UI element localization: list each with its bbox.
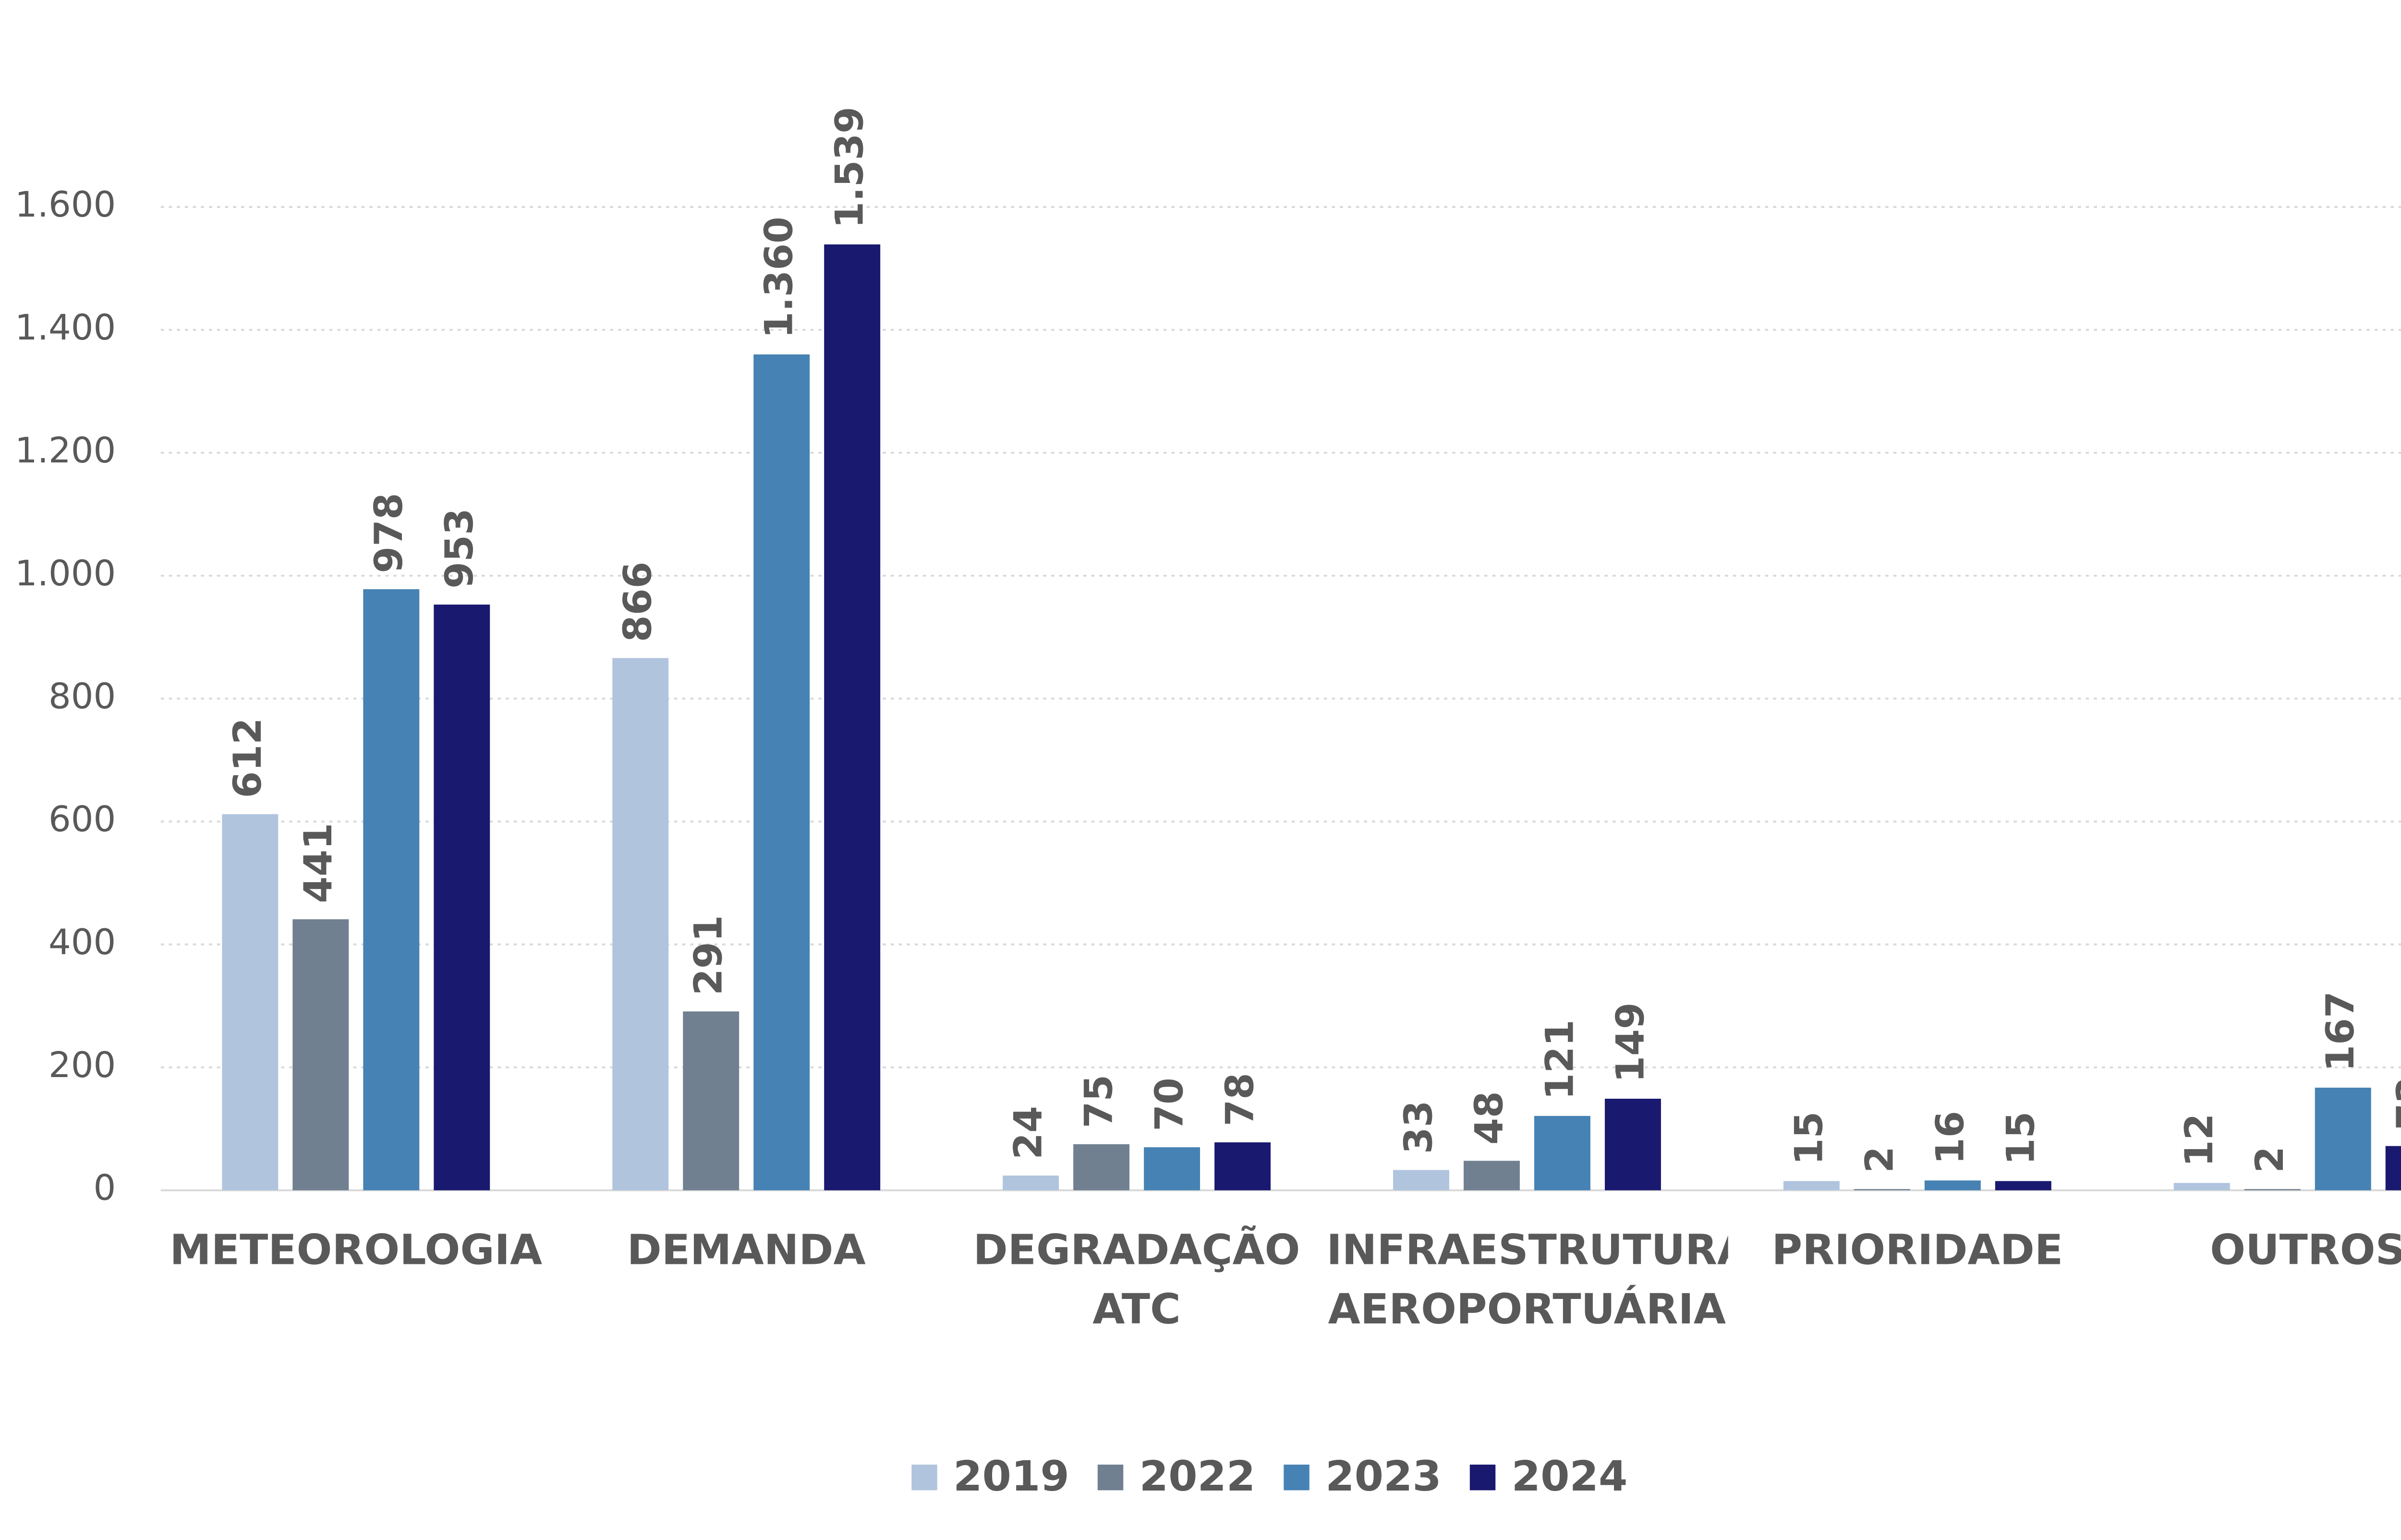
- x-tick-label: METEOROLOGIA: [170, 1227, 543, 1275]
- data-label: 149: [1608, 1002, 1652, 1082]
- y-tick-label: 1.600: [15, 184, 116, 225]
- bar: [1783, 1181, 1840, 1190]
- bar: [683, 1011, 740, 1190]
- y-tick-label: 600: [49, 799, 116, 840]
- bar: [1534, 1116, 1590, 1190]
- bar: [2315, 1088, 2371, 1190]
- legend-swatch: [1469, 1464, 1496, 1491]
- data-label: 72: [2389, 1077, 2401, 1130]
- legend-label: 2019: [953, 1452, 1069, 1501]
- data-label: 953: [437, 508, 482, 588]
- bar: [824, 244, 881, 1190]
- y-tick-label: 800: [49, 676, 116, 717]
- y-tick-label: 200: [49, 1045, 116, 1086]
- bar: [222, 814, 279, 1190]
- legend: 2019 2022 2023 2024: [911, 1452, 1627, 1501]
- data-label: 75: [1077, 1075, 1121, 1128]
- bar: [1464, 1161, 1520, 1190]
- legend-label: 2022: [1140, 1452, 1256, 1501]
- bar: [1073, 1144, 1130, 1190]
- x-tick-label: OUTROS: [2210, 1227, 2401, 1275]
- legend-label: 2023: [1325, 1452, 1442, 1501]
- data-label: 441: [296, 823, 340, 903]
- bar: [1924, 1180, 1981, 1190]
- data-label: 15: [1786, 1112, 1831, 1165]
- data-label: 12: [2177, 1113, 2221, 1167]
- x-tick-label-box: DEGRADAÇÃO ATC: [973, 1227, 1300, 1335]
- data-label: 2: [2247, 1146, 2292, 1173]
- x-tick-label: INFRAESTRUTURA AEROPORTUÁRIA: [1326, 1227, 1728, 1335]
- bar: [2173, 1183, 2230, 1190]
- x-tick-label: DEGRADAÇÃO ATC: [973, 1227, 1300, 1335]
- bar: [434, 605, 490, 1190]
- data-label: 612: [225, 718, 270, 798]
- x-tick-label-box: METEOROLOGIA: [170, 1227, 543, 1275]
- legend-swatch: [1097, 1464, 1124, 1491]
- bar: [292, 919, 349, 1190]
- y-tick-label: 400: [49, 922, 116, 963]
- legend-label: 2024: [1512, 1452, 1628, 1501]
- data-label: 70: [1147, 1078, 1192, 1131]
- x-tick-label-box: DEMANDA: [627, 1227, 866, 1275]
- x-tick-label: DEMANDA: [627, 1227, 866, 1275]
- bar: [1995, 1181, 2051, 1190]
- bar: [1144, 1147, 1200, 1190]
- data-label: 16: [1928, 1111, 1972, 1164]
- y-tick-label: 1.000: [15, 553, 116, 594]
- legend-swatch: [911, 1464, 937, 1491]
- data-label: 121: [1537, 1019, 1582, 1100]
- data-label: 167: [2318, 991, 2363, 1071]
- data-label: 1.539: [827, 107, 872, 229]
- data-label: 291: [686, 915, 731, 995]
- data-label: 2: [1857, 1146, 1902, 1173]
- data-label: 1.360: [757, 217, 801, 339]
- data-label: 78: [1218, 1073, 1262, 1127]
- bar: [2385, 1146, 2401, 1190]
- bar: [1604, 1099, 1661, 1190]
- data-label: 15: [1998, 1112, 2043, 1165]
- bar: [612, 658, 669, 1190]
- data-label: 866: [616, 562, 660, 642]
- legend-swatch: [1284, 1464, 1310, 1491]
- x-tick-label: PRIORIDADE: [1771, 1227, 2063, 1275]
- y-tick-label: 1.400: [15, 307, 116, 348]
- bar: [2244, 1189, 2301, 1190]
- bar: [1393, 1170, 1449, 1190]
- y-tick-label: 0: [94, 1168, 116, 1209]
- bar: [1214, 1142, 1271, 1190]
- bar: [1854, 1189, 1910, 1190]
- bar: [363, 589, 420, 1190]
- data-label: 33: [1396, 1101, 1441, 1154]
- data-label: 978: [366, 493, 411, 573]
- y-tick-label: 1.200: [15, 430, 116, 471]
- bar: [1003, 1176, 1059, 1190]
- x-tick-label-box: PRIORIDADE: [1771, 1227, 2063, 1275]
- x-tick-label-box: OUTROS: [2210, 1227, 2401, 1275]
- bar: [753, 354, 810, 1190]
- x-tick-label-box: INFRAESTRUTURA AEROPORTUÁRIA: [1326, 1227, 1728, 1335]
- data-label: 48: [1467, 1091, 1511, 1145]
- data-label: 24: [1006, 1106, 1051, 1160]
